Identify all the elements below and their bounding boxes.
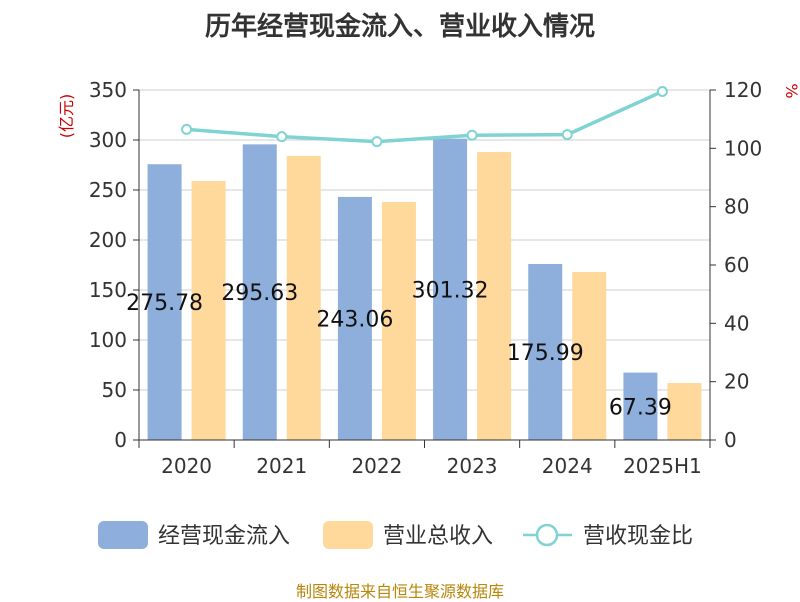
bar-cash-inflow [623,372,658,440]
bar-data-label: 175.99 [507,341,584,366]
y-right-tick-label: 60 [724,253,749,277]
bar-cash-inflow [528,264,563,440]
ratio-point [371,136,383,148]
chart-title: 历年经营现金流入、营业收入情况 [204,12,595,42]
bar-revenue [381,202,416,440]
ratio-point [181,123,193,135]
bar-revenue [572,272,607,440]
bars-group [147,138,702,440]
bar-revenue [286,156,321,440]
ratio-point [656,85,668,97]
source-note: 制图数据来自恒生聚源数据库 [295,582,504,601]
axes-group: 0 50 100 150 200 250 300 350 0 20 40 60 80 100 120 2020… [57,78,800,478]
y-left-tick-label: 50 [102,378,127,402]
y-right-tick-label: 0 [724,428,737,452]
y-right-unit: % [782,83,800,98]
ratio-point [561,129,573,141]
bar-data-label: 301.32 [412,278,489,303]
legend-swatch-revenue [323,521,373,549]
y-left-tick-label: 250 [89,178,127,202]
y-right-tick-label: 20 [724,370,749,394]
data-labels-group: 275.78 295.63 243.06 301.32 175.99 67.39 [126,278,672,420]
bar-revenue [477,152,512,440]
bar-cash-inflow [242,144,277,440]
x-tick-label: 2025H1 [623,454,702,478]
y-right-tick-label: 120 [724,78,762,102]
bar-cash-inflow [433,138,468,440]
bar-data-label: 67.39 [609,395,672,420]
line-series-group [181,85,668,148]
y-left-tick-label: 350 [89,78,127,102]
x-tick-label: 2021 [256,454,307,478]
y-left-tick-label: 150 [89,278,127,302]
x-tick-label: 2024 [542,454,593,478]
x-tick-label: 2023 [447,454,498,478]
y-right-tick-label: 80 [724,195,749,219]
y-left-tick-label: 200 [89,228,127,252]
bar-data-label: 275.78 [126,291,203,316]
bar-revenue [191,181,226,440]
bar-revenue [667,383,702,440]
bar-cash-inflow [337,196,372,440]
legend-label-cash-inflow: 经营现金流入 [158,524,290,549]
y-right-tick-label: 100 [724,136,762,160]
legend-label-ratio: 营收现金比 [583,524,693,549]
legend-swatch-cash-inflow [98,521,148,549]
x-tick-label: 2020 [161,454,212,478]
ratio-line [186,89,664,144]
y-left-unit: (亿元) [57,94,76,139]
legend: 经营现金流入 营业总收入 营收现金比 [98,521,693,549]
y-left-tick-label: 0 [114,428,127,452]
legend-label-revenue: 营业总收入 [383,524,493,549]
y-left-tick-label: 100 [89,328,127,352]
bar-data-label: 295.63 [221,281,298,306]
ratio-point [276,131,288,143]
legend-marker-ratio [535,523,559,547]
y-left-tick-label: 300 [89,128,127,152]
bar-cash-inflow [147,164,182,440]
y-right-tick-label: 40 [724,311,749,335]
x-tick-label: 2022 [351,454,402,478]
bar-data-label: 243.06 [316,307,393,332]
ratio-point [466,129,478,141]
